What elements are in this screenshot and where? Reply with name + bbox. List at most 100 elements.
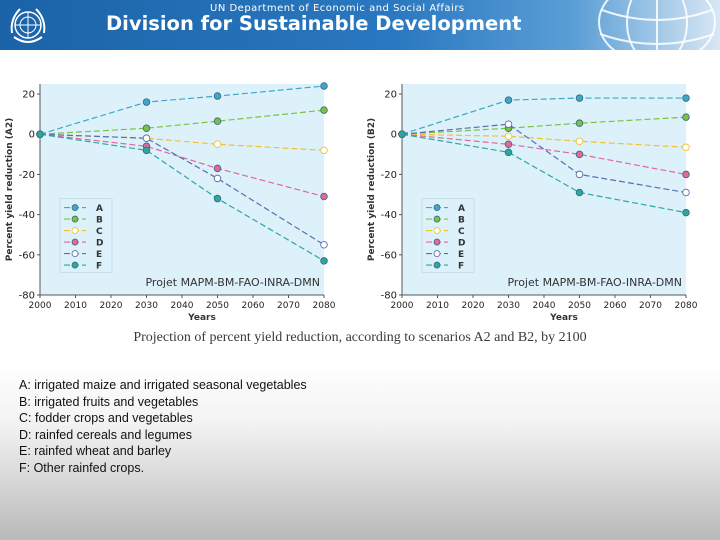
data-point-f: [504, 148, 513, 157]
y-tick-label: -40: [381, 210, 397, 221]
x-tick-label: 2060: [604, 301, 627, 311]
note-d: D: rainfed cereals and legumes: [19, 427, 193, 442]
data-point-f: [36, 130, 44, 138]
data-point-f: [320, 257, 328, 265]
data-point-b: [682, 113, 690, 121]
data-point-d: [213, 164, 222, 173]
series-line-e: [401, 123, 687, 194]
data-point-a: [320, 82, 328, 90]
legend-label-e: E: [458, 250, 464, 260]
x-axis-label: Years: [187, 313, 216, 323]
legend-label-d: D: [96, 239, 103, 249]
data-point-f: [575, 188, 584, 197]
data-point-e: [682, 188, 690, 197]
data-point-b: [142, 124, 151, 132]
x-tick-label: 2040: [171, 301, 194, 311]
un-emblem-icon: [10, 8, 46, 43]
y-tick-label: 0: [29, 130, 35, 141]
y-tick-label: -80: [381, 291, 397, 302]
x-tick-label: 2040: [533, 301, 556, 311]
legend-marker-d: [433, 238, 441, 246]
y-axis-label: Percent yield reduction (A2): [5, 118, 15, 261]
legend-label-c: C: [96, 227, 103, 237]
note-f: F: Other rainfed crops.: [19, 460, 145, 475]
legend-label-b: B: [96, 216, 103, 226]
note-c: C: fodder crops and vegetables: [19, 411, 193, 425]
x-tick-label: 2070: [639, 301, 662, 311]
data-point-d: [682, 170, 690, 179]
data-point-b: [213, 117, 222, 125]
data-point-a: [682, 94, 690, 102]
x-tick-label: 2010: [426, 301, 449, 311]
data-point-e: [504, 120, 513, 128]
legend-label-f: F: [96, 262, 102, 272]
y-tick-label: 20: [22, 90, 35, 101]
x-axis-label: Years: [549, 313, 578, 323]
legend-marker-d: [71, 238, 79, 246]
y-tick-label: -40: [19, 210, 35, 221]
y-tick-label: -20: [381, 170, 397, 181]
x-tick-label: 2010: [64, 301, 87, 311]
y-tick-label: -60: [381, 250, 397, 261]
figure-caption: Projection of percent yield reduction, a…: [133, 330, 587, 345]
division-title: Division for Sustainable Development: [106, 12, 522, 35]
data-point-a: [142, 98, 151, 106]
legend-marker-b: [433, 215, 441, 223]
legend-marker-e: [433, 250, 441, 257]
x-tick-label: 2000: [391, 301, 414, 311]
data-point-d: [320, 192, 328, 201]
series-line-a: [401, 97, 686, 135]
crop-category-notes: A: irrigated maize and irrigated seasona…: [19, 377, 307, 476]
data-point-e: [320, 241, 328, 249]
legend-label-a: A: [458, 204, 465, 214]
legend-label-a: A: [96, 204, 103, 214]
x-tick-label: 2070: [277, 301, 300, 311]
x-tick-label: 2020: [462, 301, 485, 311]
legend-label-f: F: [458, 262, 464, 272]
legend-label-b: B: [458, 216, 465, 226]
data-point-a: [575, 94, 584, 102]
data-point-f: [142, 146, 151, 155]
x-tick-label: 2030: [135, 301, 158, 311]
source-label: Projet MAPM-BM-FAO-INRA-DMN: [507, 276, 682, 289]
data-point-d: [575, 150, 584, 159]
legend-label-d: D: [458, 239, 465, 249]
x-tick-label: 2080: [675, 301, 698, 311]
x-tick-label: 2030: [497, 301, 520, 311]
y-tick-label: -20: [19, 170, 35, 181]
data-point-c: [575, 137, 584, 146]
x-tick-label: 2060: [242, 301, 265, 311]
series-line-f: [401, 133, 687, 214]
data-point-c: [682, 143, 690, 152]
series-line-a: [39, 85, 325, 135]
data-point-e: [142, 134, 151, 143]
data-point-e: [213, 174, 222, 183]
data-point-e: [575, 170, 584, 179]
data-point-f: [213, 194, 222, 203]
data-point-b: [575, 119, 584, 127]
globe-decoration-icon: [598, 0, 716, 50]
legend-label-e: E: [96, 250, 102, 260]
x-tick-label: 2020: [100, 301, 123, 311]
y-tick-label: 20: [384, 90, 397, 101]
note-e: E: rainfed wheat and barley: [19, 444, 172, 458]
data-point-c: [320, 146, 328, 155]
legend-marker-f: [71, 261, 79, 269]
source-label: Projet MAPM-BM-FAO-INRA-DMN: [145, 276, 320, 289]
x-tick-label: 2080: [313, 301, 336, 311]
legend-box: [421, 198, 475, 274]
y-tick-label: 0: [391, 130, 397, 141]
legend-label-c: C: [458, 227, 465, 237]
note-b: B: irrigated fruits and vegetables: [19, 394, 199, 409]
legend-box: [59, 198, 113, 274]
y-axis-label: Percent yield reduction (B2): [367, 118, 377, 261]
legend-marker-c: [71, 227, 79, 234]
y-tick-label: -60: [19, 250, 35, 261]
department-name: UN Department of Economic and Social Aff…: [210, 3, 465, 14]
series-line-e: [39, 133, 325, 246]
series-line-d: [39, 133, 325, 198]
legend-marker-a: [433, 204, 441, 211]
data-point-c: [213, 140, 222, 149]
